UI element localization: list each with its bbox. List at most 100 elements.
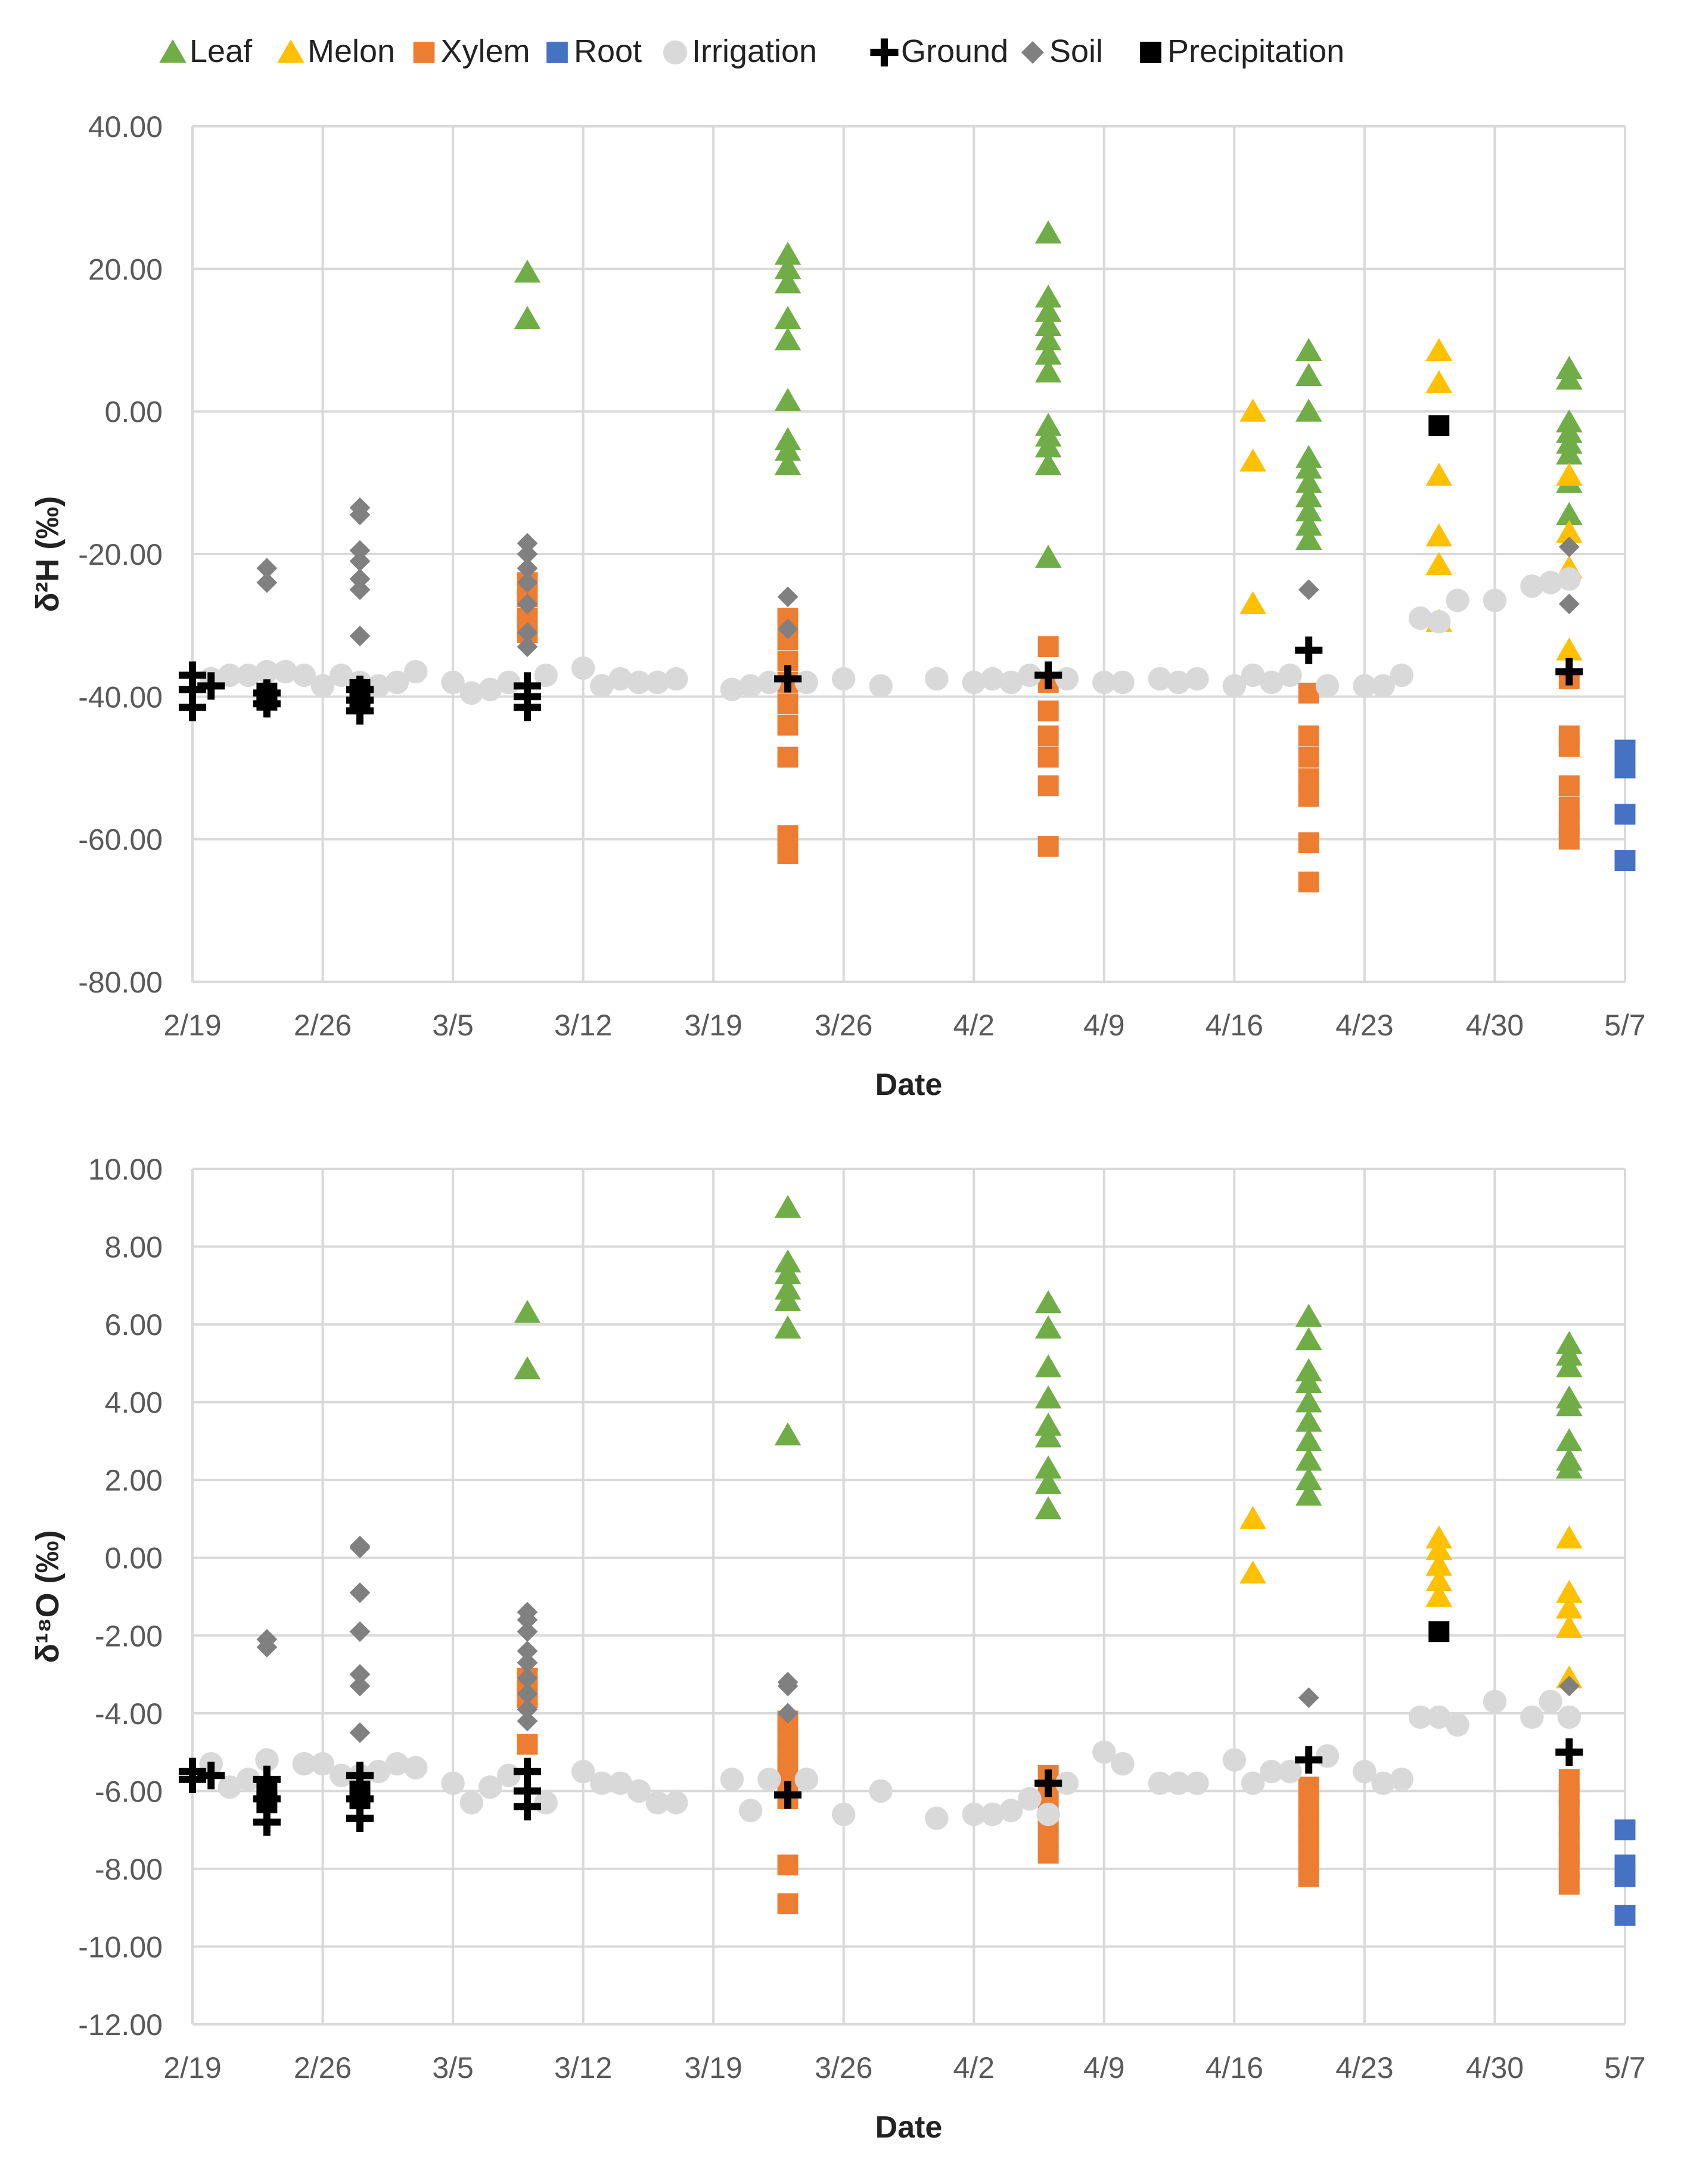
chart1-point-irrigation (310, 674, 335, 698)
chart2-y-axis-title: δ¹⁸O (‰) (30, 1530, 66, 1663)
chart2-point-leaf (1295, 1482, 1322, 1506)
chart2-point-leaf (1034, 1471, 1062, 1494)
chart1-point-irrigation (1018, 663, 1042, 687)
chart2-point-xylem (777, 1854, 798, 1875)
chart1-y-axis-title: δ²H (‰) (30, 496, 66, 612)
chart1-point-melon (1425, 552, 1453, 575)
chart2-point-xylem (1037, 1843, 1059, 1864)
chart1-point-xylem (1037, 700, 1059, 721)
chart2-y-tick-label: -10.00 (78, 1930, 163, 1964)
chart2-point-soil (517, 1640, 538, 1662)
chart2-point-xylem (517, 1734, 538, 1755)
chart1-point-soil (517, 636, 538, 657)
chart1-point-irrigation (1520, 574, 1544, 598)
chart1-point-leaf (774, 327, 801, 351)
chart1-y-tick-label: 20.00 (88, 253, 163, 286)
chart1-point-irrigation (274, 659, 297, 684)
chart1-x-tick-label: 3/12 (554, 1009, 612, 1042)
chart2-point-irrigation (738, 1799, 763, 1822)
chart1-point-root (1614, 739, 1636, 761)
chart1-point-ground (774, 665, 802, 693)
chart1-point-soil (517, 622, 538, 643)
chart1-point-xylem (1298, 786, 1319, 807)
chart1-point-xylem (777, 843, 798, 864)
chart1-x-axis-title: Date (875, 1068, 943, 1102)
chart2-point-irrigation (962, 1802, 986, 1827)
chart2-point-leaf (1295, 1447, 1322, 1471)
chart2-point-root (1614, 1866, 1636, 1887)
chart2-point-precipitation (349, 1788, 371, 1809)
chart2-point-soil (349, 1722, 371, 1743)
chart2-point-soil (777, 1675, 798, 1697)
legend-precipitation-label: Precipitation (1167, 33, 1344, 69)
chart1-point-leaf (774, 452, 801, 475)
chart2-point-irrigation (1520, 1705, 1544, 1729)
chart1-point-ground (1555, 658, 1583, 686)
chart1-point-irrigation (757, 670, 781, 695)
chart2-point-leaf (774, 1422, 801, 1446)
legend-root-label: Root (574, 33, 642, 69)
chart1-point-leaf (1295, 363, 1322, 386)
chart2-point-melon (1556, 1614, 1583, 1638)
chart2-point-irrigation (1371, 1771, 1395, 1796)
chart1-point-xylem (1298, 871, 1319, 892)
chart2-x-tick-label: 3/5 (432, 2051, 474, 2085)
chart1-point-leaf (1295, 512, 1322, 536)
chart1-y-tick-label: -20.00 (78, 538, 163, 571)
chart1-point-soil (517, 572, 538, 593)
chart2-point-leaf (1034, 1496, 1062, 1520)
chart1-x-tick-label: 4/16 (1205, 1009, 1263, 1042)
chart1-point-leaf (1556, 502, 1583, 525)
chart1-point-leaf (1034, 284, 1062, 308)
chart2-point-leaf (1295, 1428, 1322, 1452)
chart1-point-irrigation (1446, 589, 1469, 612)
chart1-point-leaf (1034, 341, 1062, 365)
chart1-point-melon (1239, 591, 1266, 614)
chart2-y-tick-label: 6.00 (105, 1308, 163, 1342)
chart1-point-irrigation (832, 667, 856, 691)
chart1-point-ground (513, 693, 542, 721)
chart2-point-leaf (1295, 1467, 1322, 1491)
chart2-y-tick-label: 10.00 (88, 1153, 163, 1186)
chart1-point-irrigation (459, 681, 484, 705)
chart2-point-precipitation (256, 1792, 278, 1813)
chart2-point-irrigation (385, 1751, 409, 1776)
chart2-point-precipitation (1428, 1621, 1450, 1642)
chart2-point-leaf (1034, 1424, 1062, 1448)
chart1-point-xylem (1558, 797, 1580, 818)
chart2-point-soil (1298, 1687, 1319, 1709)
legend-xylem-marker-icon (413, 42, 435, 63)
legend-melon-label: Melon (307, 33, 395, 69)
chart2-point-irrigation (832, 1802, 856, 1827)
chart1-point-xylem (1298, 768, 1319, 789)
chart1-point-irrigation (330, 663, 353, 687)
chart2-point-irrigation (627, 1779, 651, 1803)
chart2-point-irrigation (1018, 1787, 1042, 1811)
chart2-point-leaf (1295, 1370, 1322, 1393)
chart1-point-leaf (1295, 455, 1322, 479)
chart1-y-tick-label: -40.00 (78, 680, 163, 714)
chart1-point-ground (1034, 661, 1062, 689)
chart2-y-tick-label: 2.00 (105, 1464, 163, 1497)
chart1-point-ground (197, 672, 225, 700)
chart1-point-irrigation (534, 663, 558, 687)
chart2-point-irrigation (441, 1771, 465, 1796)
chart1-x-tick-label: 3/5 (432, 1009, 474, 1042)
chart2-point-leaf (514, 1299, 541, 1323)
chart1-x-tick-label: 3/19 (685, 1009, 742, 1042)
chart2-point-soil (349, 1664, 371, 1685)
chart1-point-irrigation (1148, 667, 1172, 691)
chart2-x-tick-label: 4/16 (1205, 2051, 1263, 2085)
chart2-point-irrigation (1222, 1748, 1247, 1772)
chart2-point-irrigation (1148, 1771, 1172, 1796)
delta-18o-plot: -12.00 -10.00 -8.00 -6.00 -4.00 -2.00 0.00 2.00… (30, 1153, 1646, 2145)
chart2-point-irrigation (1036, 1802, 1060, 1827)
chart2-point-melon (1239, 1505, 1266, 1529)
chart2-point-irrigation (869, 1779, 893, 1803)
chart1-point-irrigation (385, 670, 409, 695)
chart1-point-soil (349, 504, 371, 525)
chart2-point-leaf (1034, 1413, 1062, 1436)
chart1-x-tick-label: 3/26 (815, 1009, 872, 1042)
chart1-point-xylem (777, 693, 798, 714)
chart1-point-leaf (774, 256, 801, 279)
